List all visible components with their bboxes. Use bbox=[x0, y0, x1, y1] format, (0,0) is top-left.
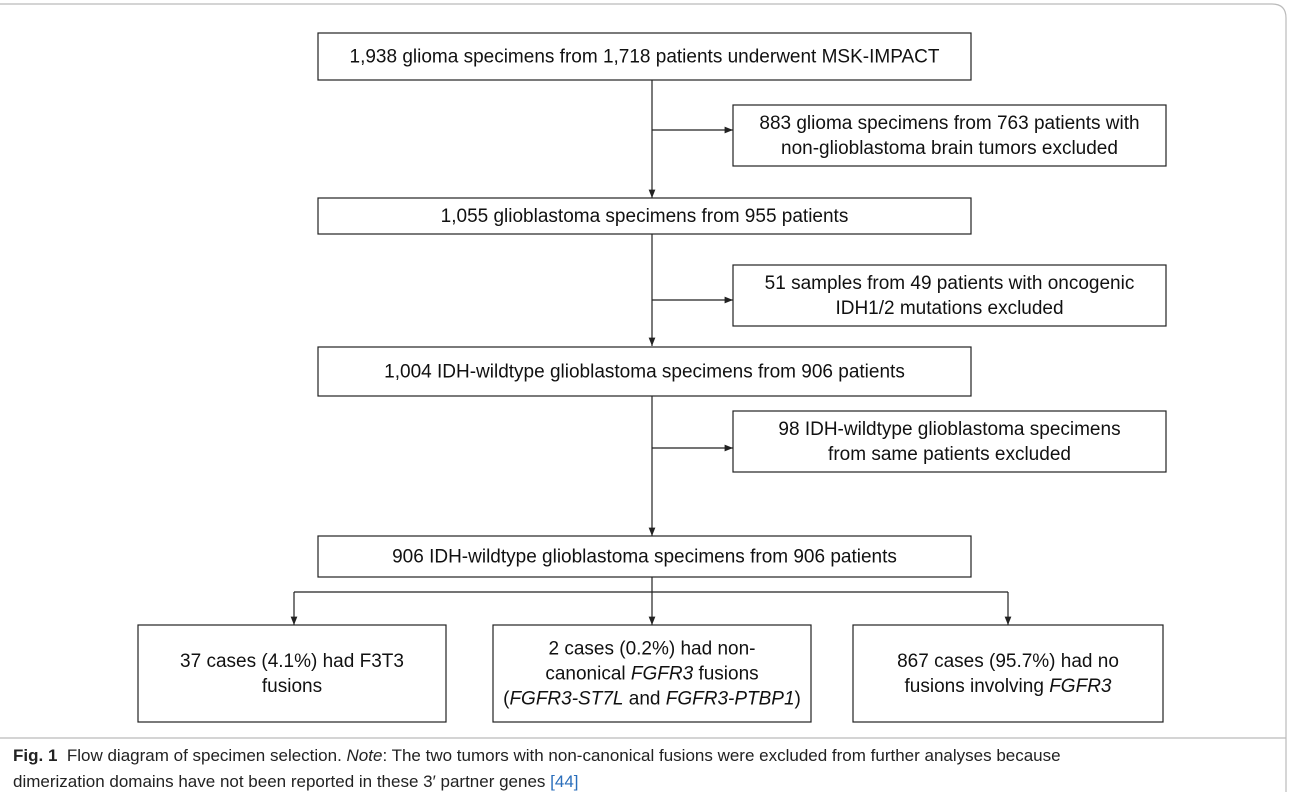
node-text: (FGFR3-ST7L and FGFR3-PTBP1) bbox=[503, 689, 801, 710]
node-text: 37 cases (4.1%) had F3T3 bbox=[180, 651, 404, 672]
node-text: 906 IDH-wildtype glioblastoma specimens … bbox=[392, 547, 897, 568]
node-text: 867 cases (95.7%) had no bbox=[897, 651, 1119, 672]
caption-line: dimerization domains have not been repor… bbox=[13, 772, 579, 791]
caption-segment: Note bbox=[347, 746, 383, 765]
text-segment: IDH1/2 mutations excluded bbox=[835, 298, 1063, 319]
flow-node: 906 IDH-wildtype glioblastoma specimens … bbox=[317, 535, 972, 578]
text-segment: 1,004 IDH-wildtype glioblastoma specimen… bbox=[384, 362, 905, 383]
node-text: 2 cases (0.2%) had non- bbox=[548, 639, 755, 660]
connectors bbox=[290, 80, 1012, 625]
node-text: canonical FGFR3 fusions bbox=[545, 664, 758, 685]
text-segment: 906 IDH-wildtype glioblastoma specimens … bbox=[392, 547, 897, 568]
text-segment: 883 glioma specimens from 763 patients w… bbox=[759, 113, 1139, 134]
node-text: from same patients excluded bbox=[828, 444, 1071, 465]
node-box bbox=[317, 346, 972, 397]
text-segment: 51 samples from 49 patients with oncogen… bbox=[765, 273, 1135, 294]
flow-node: 1,938 glioma specimens from 1,718 patien… bbox=[317, 32, 972, 81]
frame bbox=[0, 3, 1287, 792]
text-segment: 37 cases (4.1%) had F3T3 bbox=[180, 651, 404, 672]
text-segment: and bbox=[623, 689, 665, 710]
node-box bbox=[317, 32, 972, 81]
flow-node: 98 IDH-wildtype glioblastoma specimens fr… bbox=[732, 410, 1167, 473]
node-box bbox=[732, 264, 1167, 327]
flow-node: 883 glioma specimens from 763 patients w… bbox=[732, 104, 1167, 167]
caption-segment: [44] bbox=[550, 772, 578, 791]
text-segment: fusions bbox=[262, 676, 322, 697]
flow-node: 51 samples from 49 patients with oncogen… bbox=[732, 264, 1167, 327]
caption-line: Fig. 1 Flow diagram of specimen selectio… bbox=[13, 746, 1061, 765]
node-box bbox=[732, 104, 1167, 167]
text-segment: FGFR3 bbox=[1049, 676, 1112, 697]
node-text: 883 glioma specimens from 763 patients w… bbox=[759, 113, 1139, 134]
text-segment: FGFR3-PTBP1 bbox=[666, 689, 795, 710]
text-segment: canonical bbox=[545, 664, 631, 685]
node-text: IDH1/2 mutations excluded bbox=[835, 298, 1063, 319]
flow-node: 2 cases (0.2%) had non-canonical FGFR3 f… bbox=[492, 624, 812, 723]
text-segment: 867 cases (95.7%) had no bbox=[897, 651, 1119, 672]
node-box bbox=[317, 197, 972, 235]
node-text: 1,004 IDH-wildtype glioblastoma specimen… bbox=[384, 362, 905, 383]
text-segment: 1,055 glioblastoma specimens from 955 pa… bbox=[441, 206, 849, 227]
text-segment: ) bbox=[795, 689, 801, 710]
node-text: 1,055 glioblastoma specimens from 955 pa… bbox=[441, 206, 849, 227]
flow-node: 37 cases (4.1%) had F3T3 fusions bbox=[137, 624, 447, 723]
text-segment: 2 cases (0.2%) had non- bbox=[548, 639, 755, 660]
text-segment: from same patients excluded bbox=[828, 444, 1071, 465]
caption-segment: Fig. 1 bbox=[13, 746, 57, 765]
caption-segment: : The two tumors with non-canonical fusi… bbox=[382, 746, 1060, 765]
node-box bbox=[317, 535, 972, 578]
text-segment: FGFR3 bbox=[631, 664, 694, 685]
node-text: non-glioblastoma brain tumors excluded bbox=[781, 138, 1118, 159]
caption-segment: dimerization domains have not been repor… bbox=[13, 772, 550, 791]
node-text: 1,938 glioma specimens from 1,718 patien… bbox=[350, 47, 940, 68]
flow-node: 1,055 glioblastoma specimens from 955 pa… bbox=[317, 197, 972, 235]
node-box bbox=[492, 624, 812, 723]
node-text: 98 IDH-wildtype glioblastoma specimens bbox=[778, 419, 1120, 440]
flow-node: 867 cases (95.7%) had no fusions involvin… bbox=[852, 624, 1164, 723]
text-segment: fusions bbox=[693, 664, 758, 685]
caption-segment: Flow diagram of specimen selection. bbox=[57, 746, 346, 765]
text-segment: ( bbox=[503, 689, 510, 710]
text-segment: 1,938 glioma specimens from 1,718 patien… bbox=[350, 47, 940, 68]
flow-node: 1,004 IDH-wildtype glioblastoma specimen… bbox=[317, 346, 972, 397]
node-box bbox=[852, 624, 1164, 723]
text-segment: fusions involving bbox=[905, 676, 1050, 697]
node-box bbox=[732, 410, 1167, 473]
text-segment: 98 IDH-wildtype glioblastoma specimens bbox=[778, 419, 1120, 440]
node-text: 51 samples from 49 patients with oncogen… bbox=[765, 273, 1135, 294]
node-box bbox=[137, 624, 447, 723]
text-segment: FGFR3-ST7L bbox=[509, 689, 623, 710]
node-text: fusions bbox=[262, 676, 322, 697]
node-text: fusions involving FGFR3 bbox=[905, 676, 1112, 697]
text-segment: non-glioblastoma brain tumors excluded bbox=[781, 138, 1118, 159]
